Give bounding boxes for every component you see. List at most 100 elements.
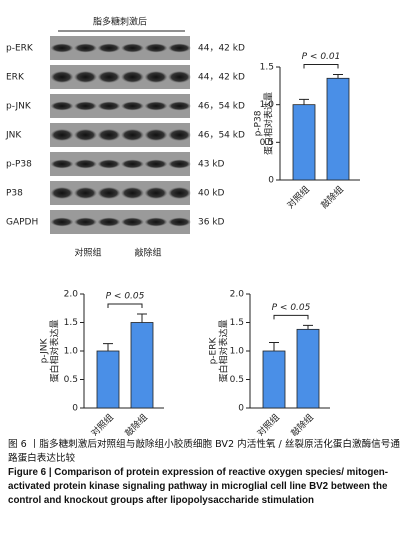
blot-band [97, 187, 121, 199]
blot-label: ERK [6, 73, 25, 83]
blot-band [168, 101, 191, 111]
x-tick-label: 对照组 [254, 411, 282, 436]
error-bar [269, 341, 279, 351]
y-tick-label: 1.0 [64, 347, 79, 357]
y-tick-label: 1.0 [230, 347, 245, 357]
error-bar [137, 313, 147, 323]
blot-label: JNK [5, 131, 22, 141]
blot-band [74, 43, 97, 53]
error-bar [303, 324, 313, 330]
blot-band [97, 159, 121, 169]
blot-band [121, 129, 144, 141]
blot-size: 46，54 kD [198, 131, 245, 141]
blot-band [121, 159, 144, 169]
blot-band [74, 159, 97, 169]
y-tick-label: 2.0 [64, 290, 79, 300]
blot-band [74, 129, 97, 141]
y-axis-label: 蛋白相对表达量 [218, 319, 230, 382]
blot-band [74, 101, 97, 111]
blot-band [97, 101, 121, 111]
y-tick-label: 1.5 [64, 318, 78, 328]
blot-band [168, 129, 191, 141]
x-tick-label: 敲除组 [288, 411, 316, 436]
blot-band [168, 217, 191, 227]
bar [296, 328, 320, 409]
blot-label: p-JNK [6, 102, 32, 112]
blot-band [74, 217, 97, 227]
blot-size: 36 kD [198, 218, 225, 228]
y-axis-label: 蛋白相对表达量 [263, 92, 275, 155]
bar [326, 77, 350, 181]
significance-bracket [107, 303, 143, 308]
blot-band [121, 101, 144, 111]
blot-band [50, 217, 74, 227]
blot-header: 脂多糖刺激后 [93, 16, 147, 28]
blot-band [121, 217, 144, 227]
bar [292, 104, 316, 181]
y-tick-label: 0 [72, 404, 78, 414]
y-tick-label: 2.0 [230, 290, 245, 300]
y-tick-label: 0.5 [64, 375, 78, 385]
blot-band [144, 71, 168, 83]
significance-label: P < 0.05 [272, 303, 311, 313]
y-tick-label: 1.5 [230, 318, 244, 328]
blot-band [97, 71, 121, 83]
blot-band [121, 43, 144, 53]
y-tick-label: 0 [268, 176, 274, 186]
y-tick-label: 1.0 [260, 100, 275, 110]
blot-band [74, 71, 97, 83]
error-bar [299, 98, 309, 105]
blot-label: P38 [6, 189, 23, 199]
y-tick-label: 1.5 [260, 63, 274, 73]
significance-bracket [273, 314, 309, 320]
blot-band [97, 129, 121, 141]
blot-band [144, 159, 168, 169]
bar [96, 350, 120, 409]
x-tick-label: 敲除组 [318, 183, 346, 211]
blot-band [121, 187, 144, 199]
x-tick-label: 敲除组 [122, 411, 150, 436]
x-tick-label: 对照组 [88, 411, 116, 436]
blot-band [144, 217, 168, 227]
blot-group: 敲除组 [134, 247, 161, 259]
blot-band [121, 71, 144, 83]
blot-size: 40 kD [198, 189, 225, 199]
y-axis-label: p-ERK [209, 337, 219, 365]
blot-size: 43 kD [198, 160, 225, 170]
blot-band [144, 187, 168, 199]
blot-size: 44，42 kD [198, 44, 245, 54]
blot-band [50, 129, 74, 141]
y-axis-label: 蛋白相对表达量 [49, 319, 61, 382]
blot-label: p-ERK [6, 44, 34, 54]
blot-band [144, 43, 168, 53]
blot-band [50, 43, 74, 53]
y-tick-label: 0.5 [260, 138, 274, 148]
x-tick-label: 对照组 [284, 183, 312, 211]
error-bar [333, 74, 343, 79]
blot-band [144, 129, 168, 141]
caption-zh: 图 6 丨脂多糖刺激后对照组与敲除组小胶质细胞 BV2 内活性氧 / 丝裂原活化… [8, 439, 400, 464]
figure: 脂多糖刺激后 p-ERK 44，42 kD ERK 44，42 kD p-JNK 46，5… [5, 16, 360, 436]
blot-band [144, 101, 168, 111]
blot-band [168, 159, 191, 169]
significance-label: P < 0.05 [106, 291, 145, 301]
significance-label: P < 0.01 [302, 52, 341, 62]
y-axis-label: p-JNK [40, 338, 50, 364]
blot-band [50, 159, 74, 169]
blot-group: 对照组 [74, 247, 101, 259]
bar [130, 322, 154, 409]
blot-band [97, 43, 121, 53]
blot-size: 44，42 kD [198, 73, 245, 83]
bar [262, 350, 286, 409]
significance-bracket [303, 64, 339, 69]
blot-label: p-P38 [6, 160, 32, 170]
caption-en: Figure 6 | Comparison of protein express… [8, 467, 389, 506]
blot-band [50, 187, 74, 199]
blot-band [168, 71, 191, 83]
blot-band [168, 43, 191, 53]
y-axis-label: p-P38 [254, 110, 264, 136]
y-tick-label: 0 [238, 404, 244, 414]
blot-band [97, 217, 121, 227]
error-bar [103, 343, 113, 351]
